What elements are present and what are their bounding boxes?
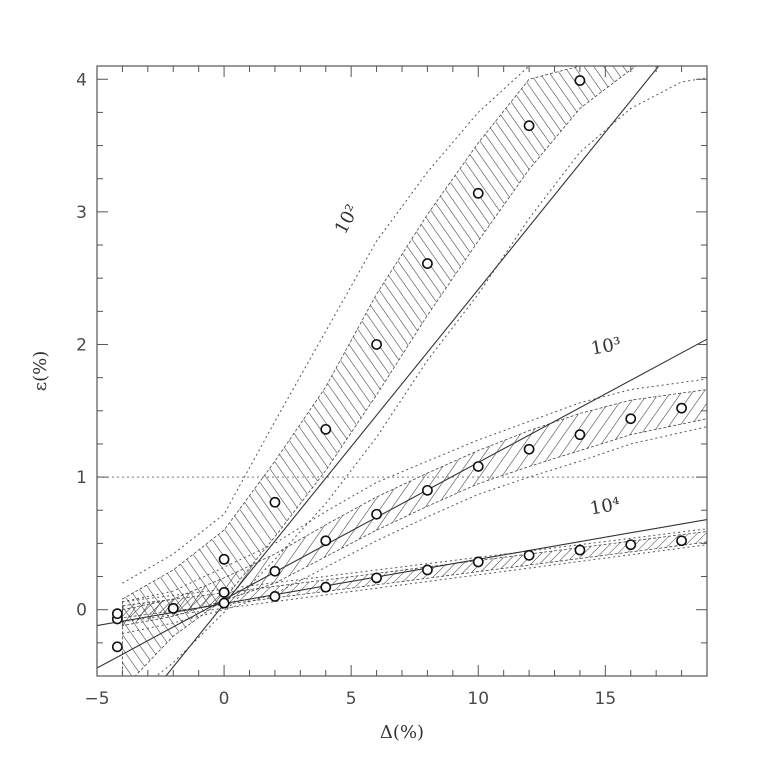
data-point-10-3	[625, 413, 637, 425]
data-point-10-3	[269, 565, 281, 577]
y-tick-label: 2	[76, 335, 87, 355]
x-tick-label: −5	[84, 689, 109, 709]
data-point-10-2	[523, 120, 535, 132]
data-point-10-3	[523, 443, 535, 455]
model-line-10-3	[97, 338, 707, 669]
tick-label-layer: −5 0 5 10 15 0 1 2 3 4	[76, 70, 616, 709]
x-tick-label: 15	[595, 689, 617, 709]
outer-bound-upper-10-3	[122, 378, 707, 603]
data-point-10-2	[269, 496, 281, 508]
data-point-10-2	[111, 641, 123, 653]
data-point-10-3	[422, 484, 433, 496]
data-point-10-2	[422, 258, 433, 269]
model-line-10-4	[97, 518, 707, 627]
data-point-10-4	[676, 535, 687, 547]
y-axis-label: ε(%)	[30, 351, 51, 391]
y-tick-label: 3	[76, 203, 87, 223]
data-point-10-4	[523, 549, 535, 561]
data-point-10-4	[218, 597, 230, 609]
outer-band-layer	[122, 66, 707, 676]
x-tick-label: 10	[467, 689, 489, 709]
outer-bound-lower-10-2	[155, 77, 707, 676]
data-point-10-2	[218, 553, 230, 565]
data-point-10-4	[625, 539, 637, 551]
series-label-10-4: 10⁴	[588, 494, 621, 520]
data-point-10-4	[422, 564, 433, 576]
data-point-10-4	[111, 608, 123, 620]
y-tick-label: 4	[76, 70, 87, 90]
model-line-layer	[97, 66, 707, 676]
outer-bound-lower-10-3	[122, 426, 707, 635]
x-tick-label: 0	[219, 689, 230, 709]
data-point-10-4	[371, 572, 382, 584]
data-point-10-3	[574, 429, 586, 441]
data-point-10-2	[574, 75, 586, 86]
outer-bound-upper-10-2	[122, 66, 707, 584]
y-tick-label: 0	[76, 601, 87, 621]
data-point-10-4	[320, 581, 332, 593]
hatched-band-10-3	[122, 389, 707, 627]
data-point-10-3	[472, 461, 484, 472]
x-axis-label: Δ(%)	[380, 722, 424, 743]
model-line-10-2	[165, 66, 660, 676]
data-point-10-2	[472, 187, 484, 199]
data-point-layer	[111, 75, 687, 653]
data-point-10-4	[472, 556, 484, 568]
data-point-10-4	[269, 591, 281, 602]
data-point-10-2	[371, 339, 382, 350]
data-point-10-4	[574, 544, 586, 556]
outer-bound-upper-10-4	[122, 528, 707, 603]
outer-bound-lower-10-4	[122, 544, 707, 623]
data-point-10-2	[320, 423, 332, 435]
tick-layer	[96, 66, 708, 677]
y-tick-label: 1	[76, 468, 87, 488]
series-label-10-3: 10³	[589, 334, 622, 360]
plot-area	[96, 65, 708, 677]
data-point-10-4	[167, 602, 179, 614]
data-point-10-3	[320, 535, 332, 547]
hatched-band-10-2	[122, 66, 637, 676]
data-point-10-3	[676, 402, 687, 414]
data-point-10-3	[371, 508, 382, 520]
x-tick-label: 5	[346, 689, 357, 709]
data-point-10-3	[218, 587, 230, 598]
